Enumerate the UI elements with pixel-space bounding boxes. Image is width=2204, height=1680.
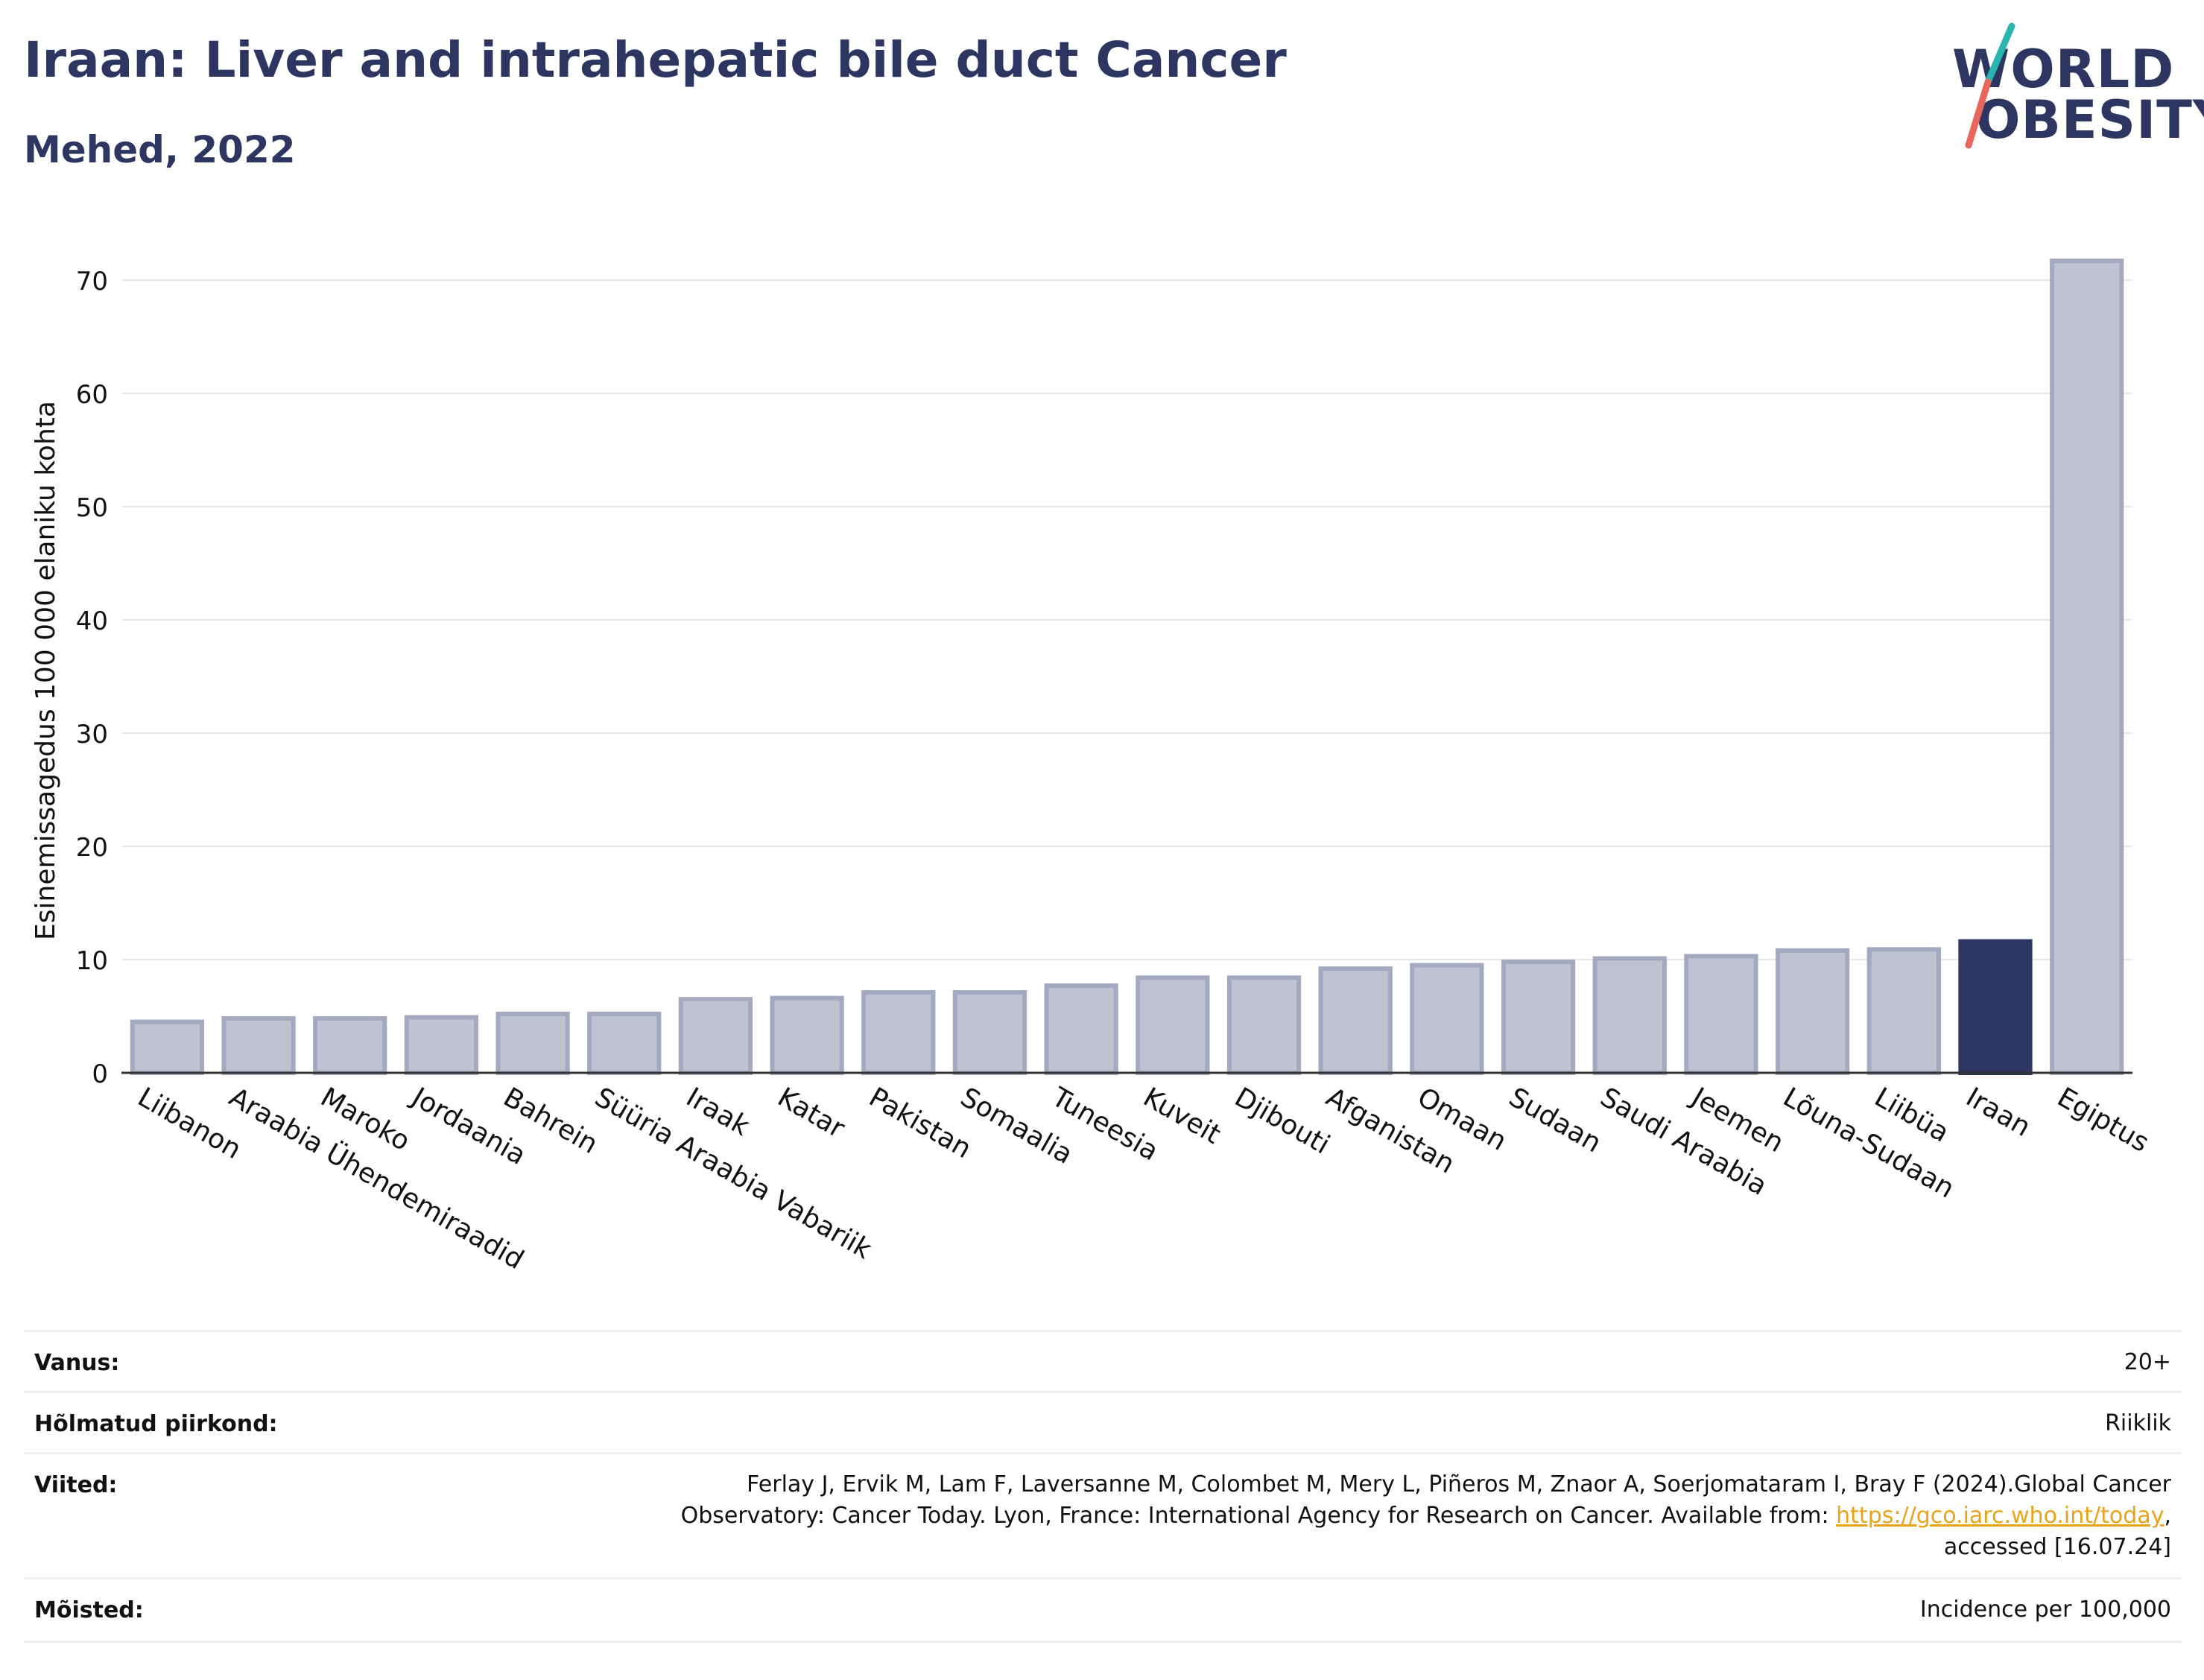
grid-lines xyxy=(121,279,2132,960)
y-axis-label: Esinemissagedus 100 000 elaniku kohta xyxy=(31,401,61,940)
y-tick-label: 10 xyxy=(76,946,108,976)
x-tick-label: Liibanon xyxy=(133,1082,247,1165)
x-tick-label: Sudaan xyxy=(1504,1082,1606,1158)
page-title: Iraan: Liver and intrahepatic bile duct … xyxy=(24,31,1287,89)
bar-3 xyxy=(313,1016,387,1076)
x-tick-label: Egiptus xyxy=(2052,1082,2154,1158)
bar-17 xyxy=(1592,956,1667,1075)
meta-row-coverage: Hõlmatud piirkond: Riiklik xyxy=(24,1391,2182,1454)
bar-1 xyxy=(130,1019,204,1075)
reference-line-3: accessed [16.07.24] xyxy=(1943,1534,2171,1560)
meta-row-definitions: Mõisted: Incidence per 100,000 xyxy=(24,1577,2182,1643)
page-subtitle: Mehed, 2022 xyxy=(24,128,296,171)
world-obesity-logo: WORLD OBESITY xyxy=(1937,22,2204,156)
bar-11 xyxy=(1044,983,1118,1075)
meta-label-coverage: Hõlmatud piirkond: xyxy=(34,1411,278,1437)
y-axis-ticks: 0 10 20 30 40 50 60 70 xyxy=(76,267,108,1089)
bar-7 xyxy=(678,997,753,1075)
reference-line-2: Observatory: Cancer Today. Lyon, France:… xyxy=(681,1500,2171,1532)
bar-16 xyxy=(1501,960,1576,1076)
reference-suffix: , xyxy=(2164,1503,2171,1529)
y-tick-label: 20 xyxy=(76,833,108,863)
meta-label-definitions: Mõisted: xyxy=(34,1597,144,1623)
meta-row-references: Viited: Ferlay J, Ervik M, Lam F, Lavers… xyxy=(24,1452,2182,1579)
y-tick-label: 60 xyxy=(76,380,108,410)
bar-4 xyxy=(404,1015,479,1076)
bar-5 xyxy=(495,1011,570,1075)
bar-6 xyxy=(587,1011,662,1075)
meta-label-age: Vanus: xyxy=(34,1350,120,1376)
x-tick-label: Pakistan xyxy=(864,1082,976,1164)
bar-21 xyxy=(1958,939,2033,1076)
y-tick-label: 0 xyxy=(92,1059,108,1089)
meta-label-references: Viited: xyxy=(34,1472,118,1498)
bars xyxy=(130,259,2124,1076)
bar-13 xyxy=(1226,975,1302,1075)
meta-value-references: Ferlay J, Ervik M, Lam F, Laversanne M, … xyxy=(681,1469,2171,1563)
reference-text: Observatory: Cancer Today. Lyon, France:… xyxy=(680,1503,1837,1529)
bar-15 xyxy=(1410,963,1484,1075)
meta-row-age: Vanus: 20+ xyxy=(24,1330,2182,1393)
bar-19 xyxy=(1775,948,1850,1075)
logo-slash-icon xyxy=(1965,22,2015,149)
bar-2 xyxy=(221,1016,296,1076)
meta-value-coverage: Riiklik xyxy=(2105,1410,2171,1436)
reference-line-1: Ferlay J, Ervik M, Lam F, Laversanne M, … xyxy=(747,1471,2171,1497)
y-tick-label: 70 xyxy=(76,267,108,297)
y-tick-label: 30 xyxy=(76,720,108,749)
x-tick-label: Katar xyxy=(773,1082,850,1144)
bar-10 xyxy=(952,990,1027,1075)
bar-9 xyxy=(861,990,936,1075)
meta-value-definitions: Incidence per 100,000 xyxy=(1919,1597,2171,1623)
bar-20 xyxy=(1866,947,1941,1075)
y-tick-label: 40 xyxy=(76,606,108,636)
bar-8 xyxy=(770,995,844,1076)
x-tick-label: Djibouti xyxy=(1229,1082,1334,1160)
bar-14 xyxy=(1318,966,1393,1076)
reference-link[interactable]: https://gco.iarc.who.int/today xyxy=(1836,1503,2165,1529)
bar-18 xyxy=(1684,954,1758,1075)
bar-12 xyxy=(1136,975,1210,1075)
meta-value-age: 20+ xyxy=(2124,1349,2171,1375)
y-tick-label: 50 xyxy=(76,493,108,523)
logo-line2: OBESITY xyxy=(1976,89,2204,150)
bar-22 xyxy=(2050,259,2124,1075)
x-tick-label: Iraan xyxy=(1960,1082,2035,1143)
